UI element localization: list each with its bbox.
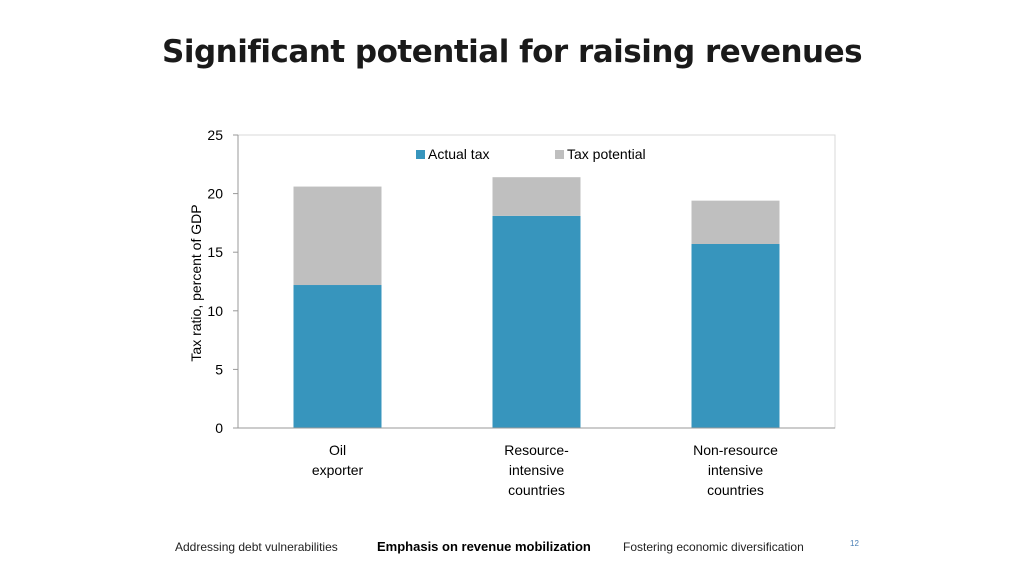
x-category-label: countries — [707, 482, 764, 498]
slide-title: Significant potential for raising revenu… — [162, 34, 863, 70]
x-category-label: Oil — [329, 442, 346, 458]
bar-actual-tax — [293, 285, 382, 428]
footer-nav-debt[interactable]: Addressing debt vulnerabilities — [175, 540, 338, 554]
x-category-label: countries — [508, 482, 565, 498]
y-tick-label: 5 — [215, 361, 223, 377]
y-tick-label: 10 — [207, 303, 223, 319]
y-axis-title: Tax ratio, percent of GDP — [188, 204, 204, 361]
bar-actual-tax — [492, 215, 581, 428]
y-tick-label: 25 — [207, 127, 223, 143]
stacked-bar-chart: 0 5 10 15 20 25 Oil exporter Resource-intensive… — [188, 127, 836, 498]
page-number: 12 — [850, 539, 859, 548]
legend-label-tax-potential: Tax potential — [567, 146, 646, 162]
legend-label-actual-tax: Actual tax — [428, 146, 489, 162]
bars-layer — [293, 177, 780, 428]
bar-tax-potential — [691, 200, 780, 244]
x-category-label: intensive — [708, 462, 763, 478]
x-category-label: Resource- — [504, 442, 569, 458]
x-category-label: intensive — [509, 462, 564, 478]
y-tick-label: 15 — [207, 244, 223, 260]
bar-actual-tax — [691, 243, 780, 428]
bar-tax-potential — [293, 186, 382, 286]
y-tick-label: 20 — [207, 186, 223, 202]
y-tick-label: 0 — [215, 420, 223, 436]
footer-nav-revenue[interactable]: Emphasis on revenue mobilization — [377, 539, 591, 554]
legend-swatch-actual-tax — [416, 150, 425, 159]
legend-swatch-tax-potential — [555, 150, 564, 159]
legend: Actual tax Tax potential — [416, 146, 646, 162]
x-category-label: Non-resource — [693, 442, 778, 458]
y-ticks-layer: 0 5 10 15 20 25 — [207, 127, 238, 436]
bar-tax-potential — [492, 177, 581, 216]
x-labels-layer: Oil exporter Resource-intensive countries No… — [312, 442, 778, 498]
x-category-label: exporter — [312, 462, 364, 478]
footer-nav-diversification[interactable]: Fostering economic diversification — [623, 540, 804, 554]
